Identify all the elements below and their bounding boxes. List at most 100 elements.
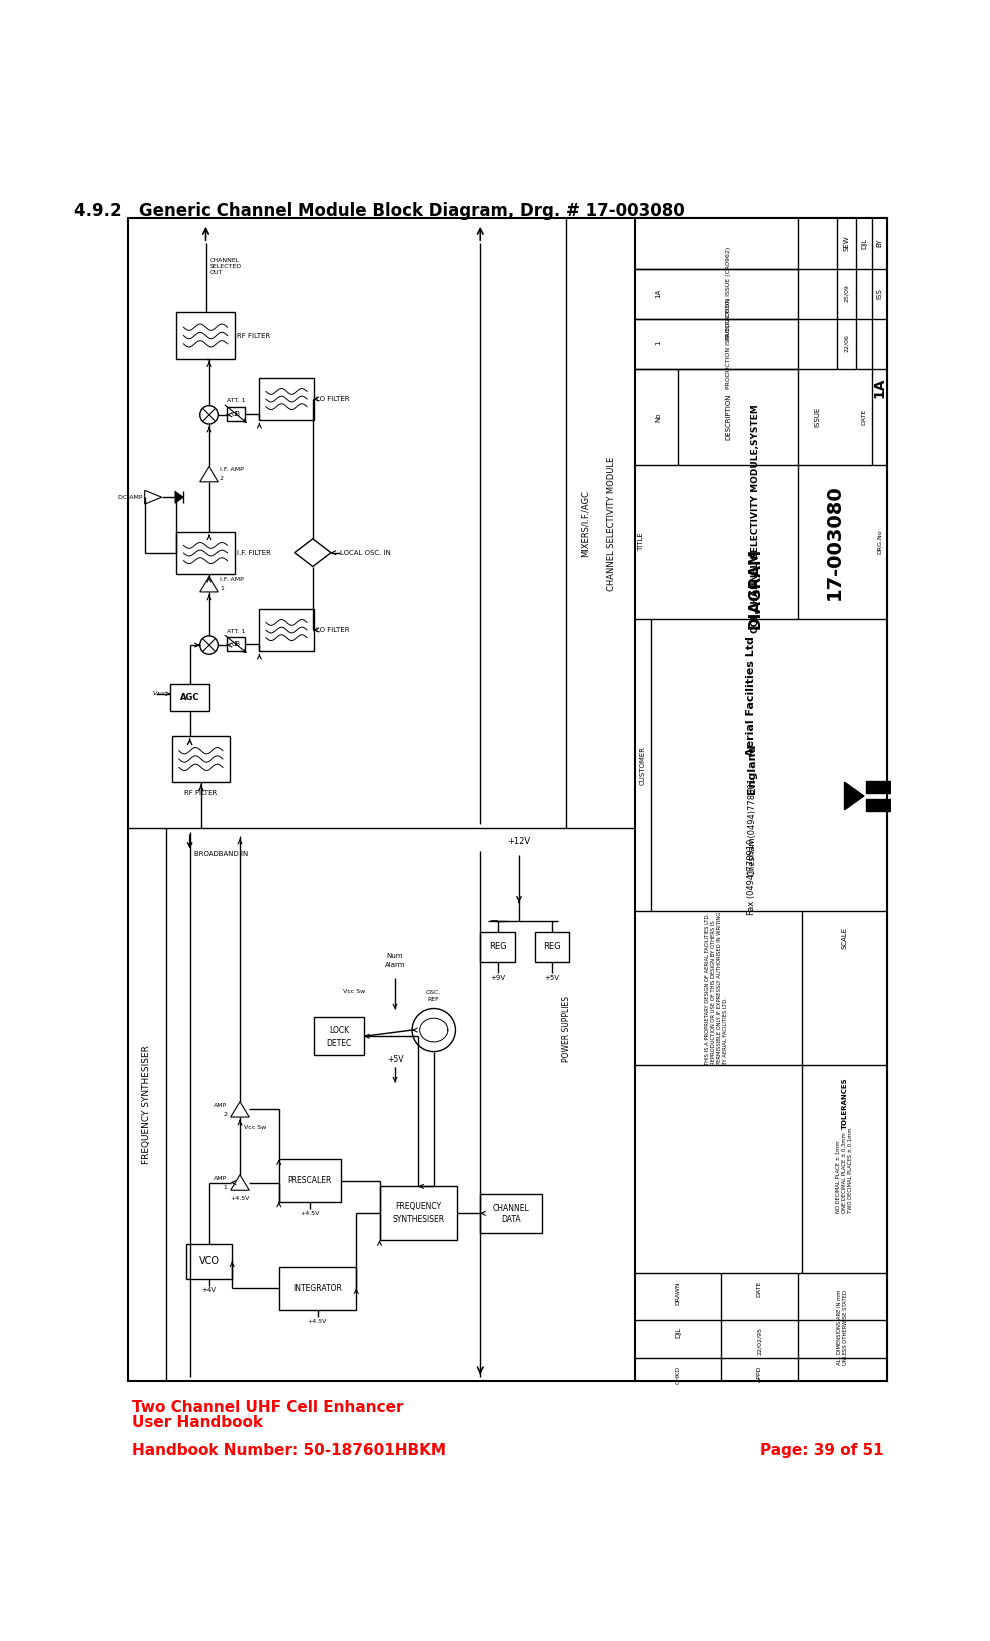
Text: POWER SUPPLIES: POWER SUPPLIES [561, 996, 570, 1062]
Text: REG: REG [489, 942, 507, 952]
Polygon shape [175, 491, 183, 504]
Text: LOCAL OSC. IN: LOCAL OSC. IN [340, 550, 391, 556]
Text: $V_{AGC}$: $V_{AGC}$ [152, 689, 168, 697]
Text: NO DECIMAL PLACE ± 1mm
ONE DECIMAL PLACE ± 0.3mm
TWO DECIMAL PLACES ± 0.1mm: NO DECIMAL PLACE ± 1mm ONE DECIMAL PLACE… [837, 1127, 852, 1213]
Text: Num: Num [387, 953, 403, 960]
Text: 1A: 1A [655, 289, 661, 297]
Text: Handbook Number: 50-187601HBKM: Handbook Number: 50-187601HBKM [132, 1442, 446, 1457]
Text: RF FILTER: RF FILTER [184, 789, 218, 796]
Text: Fax (0494)778910: Fax (0494)778910 [747, 839, 756, 916]
Text: LO FILTER: LO FILTER [316, 395, 349, 402]
Text: DJL: DJL [675, 1328, 681, 1339]
Text: REF: REF [428, 998, 440, 1003]
Text: LOCK: LOCK [329, 1026, 348, 1035]
Text: AGC: AGC [180, 693, 199, 702]
Text: I.F. AMP: I.F. AMP [220, 578, 244, 583]
Text: Page: 39 of 51: Page: 39 of 51 [759, 1442, 883, 1457]
Bar [259, 609, 314, 651]
Text: 1A: 1A [872, 377, 886, 399]
Text: Vcc Sw: Vcc Sw [343, 990, 365, 994]
Bar [176, 312, 235, 359]
Text: 1: 1 [224, 1185, 228, 1190]
Text: 4.9.2   Generic Channel Module Block Diagram, Drg. # 17-003080: 4.9.2 Generic Channel Module Block Diagr… [74, 202, 685, 220]
Text: BY: BY [876, 240, 882, 248]
Text: +12V: +12V [508, 837, 531, 847]
Text: APPD: APPD [756, 1365, 761, 1382]
Text: REG: REG [544, 942, 560, 952]
Text: Alarm: Alarm [385, 963, 405, 968]
Text: PRODUCTION ISSUE(CR0630): PRODUCTION ISSUE(CR0630) [726, 297, 731, 389]
Text: CHANNEL: CHANNEL [493, 1204, 530, 1213]
Text: AMP: AMP [215, 1177, 228, 1182]
Bar [186, 1244, 233, 1278]
Text: SEW: SEW [843, 235, 849, 251]
Text: +5V: +5V [544, 975, 559, 981]
Text: CUSTOMER: CUSTOMER [640, 745, 646, 784]
Text: 1: 1 [220, 586, 224, 591]
Text: 2: 2 [220, 476, 224, 481]
Bar [314, 1017, 364, 1055]
Text: DJL: DJL [861, 238, 867, 249]
Text: RF FILTER: RF FILTER [237, 333, 270, 338]
Bar [227, 637, 246, 651]
Text: MIXERS/I.F./AGC: MIXERS/I.F./AGC [580, 491, 589, 556]
Text: DETEC: DETEC [326, 1039, 351, 1047]
Text: +5V: +5V [387, 1055, 403, 1063]
Text: +4.5V: +4.5V [231, 1196, 249, 1201]
Text: PRESCALER: PRESCALER [287, 1177, 332, 1185]
Text: FREQUENCY SYNTHESISER: FREQUENCY SYNTHESISER [143, 1045, 151, 1163]
Text: 1: 1 [655, 341, 661, 346]
Text: FREQUENCY: FREQUENCY [395, 1203, 442, 1211]
Bar [480, 932, 515, 962]
Text: THIS IS A PROPRIETARY DESIGN OF AERIAL FACILITIES LTD.
REPRODUCTION OR USE OF TH: THIS IS A PROPRIETARY DESIGN OF AERIAL F… [706, 912, 728, 1065]
Text: INTEGRATOR: INTEGRATOR [293, 1283, 342, 1293]
Text: 22/02/95: 22/02/95 [756, 1328, 761, 1355]
Text: DC AMP: DC AMP [118, 494, 143, 501]
Text: ATT. 1: ATT. 1 [227, 399, 246, 404]
Text: dB: dB [232, 410, 241, 417]
Bar [176, 532, 235, 574]
Bar [279, 1267, 356, 1310]
Text: 2: 2 [224, 1113, 228, 1118]
Polygon shape [844, 783, 864, 811]
Text: ALL DIMENSIONS ARE IN mm
UNLESS OTHERWISE STATED: ALL DIMENSIONS ARE IN mm UNLESS OTHERWIS… [838, 1290, 848, 1365]
Text: TITLE: TITLE [639, 533, 644, 551]
Text: +9V: +9V [490, 975, 505, 981]
Text: 25/09: 25/09 [843, 284, 849, 302]
Text: I.F. AMP: I.F. AMP [220, 468, 244, 473]
Text: DATE: DATE [861, 409, 866, 425]
Text: DIAGRAM: DIAGRAM [747, 548, 763, 629]
Bar [279, 1160, 341, 1201]
Text: LO FILTER: LO FILTER [316, 627, 349, 633]
Text: PRODUCTION ISSUE (CR0962): PRODUCTION ISSUE (CR0962) [726, 246, 731, 340]
Text: CHANNEL
SELECTED
OUT: CHANNEL SELECTED OUT [210, 258, 242, 274]
Text: England: England [746, 743, 756, 794]
Text: Chesham(0494)778301: Chesham(0494)778301 [747, 778, 756, 876]
Text: User Handbook: User Handbook [132, 1415, 262, 1431]
Text: SCALE: SCALE [842, 927, 847, 948]
Text: BROADBAND IN: BROADBAND IN [193, 850, 248, 857]
Bar [480, 1195, 543, 1232]
Text: dB: dB [232, 642, 241, 647]
Text: +4V: +4V [202, 1287, 217, 1293]
Bar [170, 684, 209, 711]
Bar [880, 799, 893, 811]
Text: CCE,CHANNEL SELECTIVITY MODULE,SYSTEM: CCE,CHANNEL SELECTIVITY MODULE,SYSTEM [750, 404, 760, 633]
Text: Two Channel UHF Cell Enhancer: Two Channel UHF Cell Enhancer [132, 1400, 403, 1415]
Bar [636, 218, 887, 1382]
Text: TOLERANCES: TOLERANCES [842, 1076, 847, 1129]
Text: +4.5V: +4.5V [308, 1319, 327, 1324]
Text: ATT. 1: ATT. 1 [227, 629, 246, 633]
Text: DRG.No: DRG.No [877, 530, 882, 555]
Bar [866, 781, 878, 793]
Text: DATA: DATA [502, 1214, 521, 1224]
Text: I.F. FILTER: I.F. FILTER [237, 550, 271, 556]
Bar [535, 932, 569, 962]
Text: 17-003080: 17-003080 [826, 484, 844, 599]
Text: Aerial Facilities Ltd: Aerial Facilities Ltd [746, 637, 756, 757]
Text: No: No [655, 412, 661, 422]
Text: CHANNEL SELECTIVITY MODULE: CHANNEL SELECTIVITY MODULE [608, 456, 617, 591]
Text: AMP: AMP [215, 1103, 228, 1108]
Text: Vcc Sw: Vcc Sw [244, 1124, 266, 1129]
Text: ISS: ISS [876, 287, 882, 299]
